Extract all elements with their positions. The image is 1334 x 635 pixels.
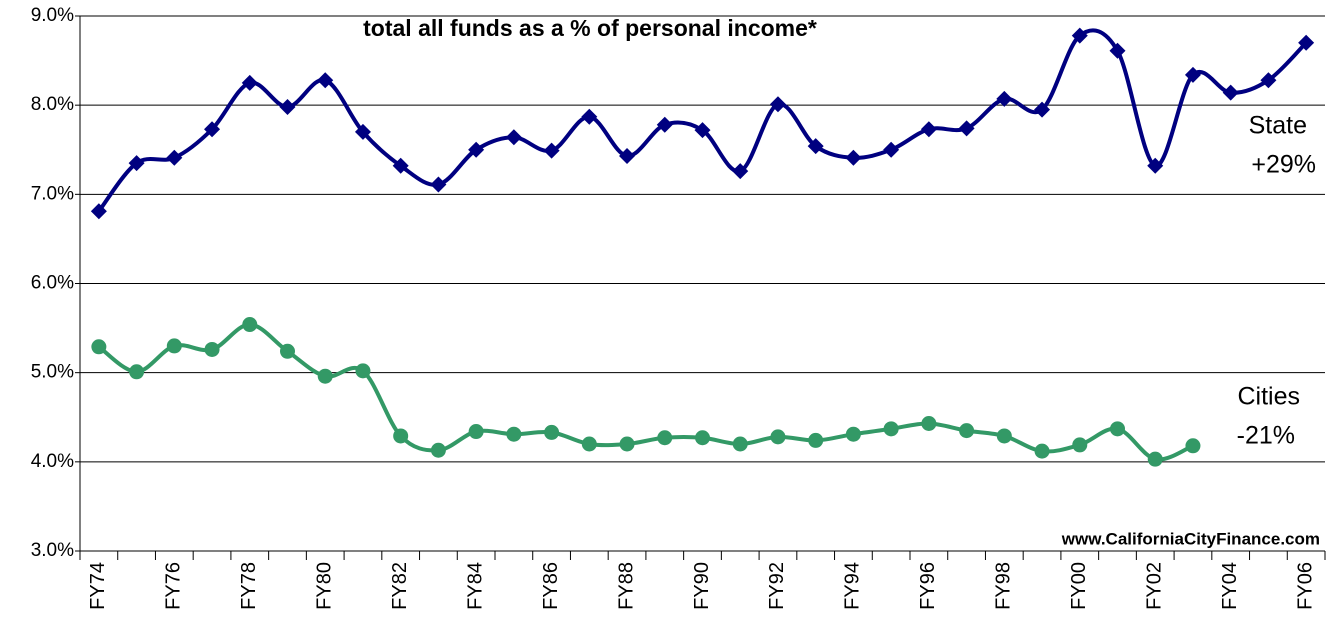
marker — [958, 120, 975, 137]
marker — [920, 121, 937, 138]
x-tick-label: FY80 — [314, 562, 336, 610]
marker — [393, 428, 409, 444]
marker — [543, 142, 560, 159]
watermark: www.CaliforniaCityFinance.com — [1061, 529, 1320, 548]
marker — [959, 423, 975, 439]
y-tick-label: 6.0% — [31, 273, 74, 294]
marker — [996, 90, 1013, 107]
marker — [241, 74, 258, 91]
marker — [808, 432, 824, 448]
marker — [1147, 451, 1163, 467]
series-label: Cities — [1237, 383, 1300, 411]
marker — [506, 426, 522, 442]
marker — [807, 138, 824, 155]
marker — [430, 442, 446, 458]
y-tick-label: 5.0% — [31, 362, 74, 383]
x-tick-label: FY86 — [540, 562, 562, 610]
marker — [317, 72, 334, 89]
marker — [883, 421, 899, 437]
marker — [242, 317, 258, 333]
marker — [1110, 421, 1125, 437]
x-tick-label: FY02 — [1144, 562, 1166, 610]
x-tick-label: FY94 — [842, 562, 864, 610]
marker — [619, 147, 636, 164]
marker — [1147, 157, 1164, 174]
marker — [732, 163, 749, 180]
annotation: -21% — [1237, 422, 1295, 450]
marker — [355, 363, 371, 379]
marker — [204, 121, 221, 138]
y-tick-label: 8.0% — [31, 94, 74, 115]
x-tick-label: FY96 — [917, 562, 939, 610]
marker — [1034, 443, 1050, 459]
y-tick-label: 9.0% — [31, 5, 74, 26]
marker — [1298, 34, 1315, 51]
series-label: State — [1249, 112, 1307, 140]
y-tick-label: 4.0% — [31, 451, 74, 472]
marker — [1109, 42, 1126, 59]
marker — [883, 141, 900, 158]
marker — [845, 426, 861, 442]
x-tick-label: FY00 — [1068, 562, 1090, 610]
series-line — [97, 322, 1194, 462]
x-tick-label: FY84 — [464, 562, 486, 610]
marker — [581, 108, 598, 125]
marker — [657, 430, 673, 446]
marker — [468, 141, 485, 158]
chart-title: total all funds as a % of personal incom… — [363, 15, 817, 41]
y-tick-label: 7.0% — [31, 183, 74, 204]
x-tick-label: FY90 — [691, 562, 713, 610]
marker — [90, 203, 107, 220]
marker — [1072, 437, 1088, 453]
marker — [354, 123, 371, 140]
marker — [845, 149, 862, 166]
marker — [619, 436, 635, 452]
marker — [1222, 84, 1239, 101]
x-tick-label: FY92 — [766, 562, 788, 610]
marker — [204, 341, 220, 357]
marker — [581, 436, 597, 452]
marker — [921, 415, 937, 431]
x-tick-label: FY82 — [389, 562, 411, 610]
marker — [1260, 72, 1277, 89]
marker — [129, 364, 145, 380]
marker — [1185, 438, 1201, 454]
series-line — [97, 28, 1308, 213]
marker — [1034, 101, 1051, 118]
x-tick-label: FY04 — [1219, 562, 1241, 610]
x-tick-label: FY06 — [1294, 562, 1316, 610]
marker — [656, 116, 673, 133]
x-tick-label: FY74 — [87, 562, 109, 610]
marker — [280, 343, 295, 359]
marker — [166, 149, 183, 166]
marker — [544, 424, 560, 440]
marker — [468, 424, 484, 440]
y-tick-label: 3.0% — [31, 540, 74, 561]
marker — [732, 436, 748, 452]
marker — [392, 157, 409, 174]
x-tick-label: FY76 — [163, 562, 185, 610]
marker — [279, 98, 296, 115]
x-tick-label: FY88 — [615, 562, 637, 610]
x-tick-label: FY98 — [993, 562, 1015, 610]
marker — [996, 428, 1012, 444]
marker — [91, 339, 107, 355]
marker — [317, 368, 333, 384]
marker — [694, 122, 711, 139]
marker — [695, 430, 710, 446]
watermark-bg — [1020, 528, 1323, 550]
annotation: +29% — [1251, 151, 1316, 179]
marker — [166, 338, 182, 354]
marker — [770, 429, 786, 445]
marker — [128, 155, 145, 172]
marker — [769, 96, 786, 113]
marker — [430, 176, 447, 193]
marker — [1071, 27, 1088, 44]
x-tick-label: FY78 — [238, 562, 260, 610]
marker — [505, 129, 522, 146]
marker — [1184, 66, 1201, 83]
